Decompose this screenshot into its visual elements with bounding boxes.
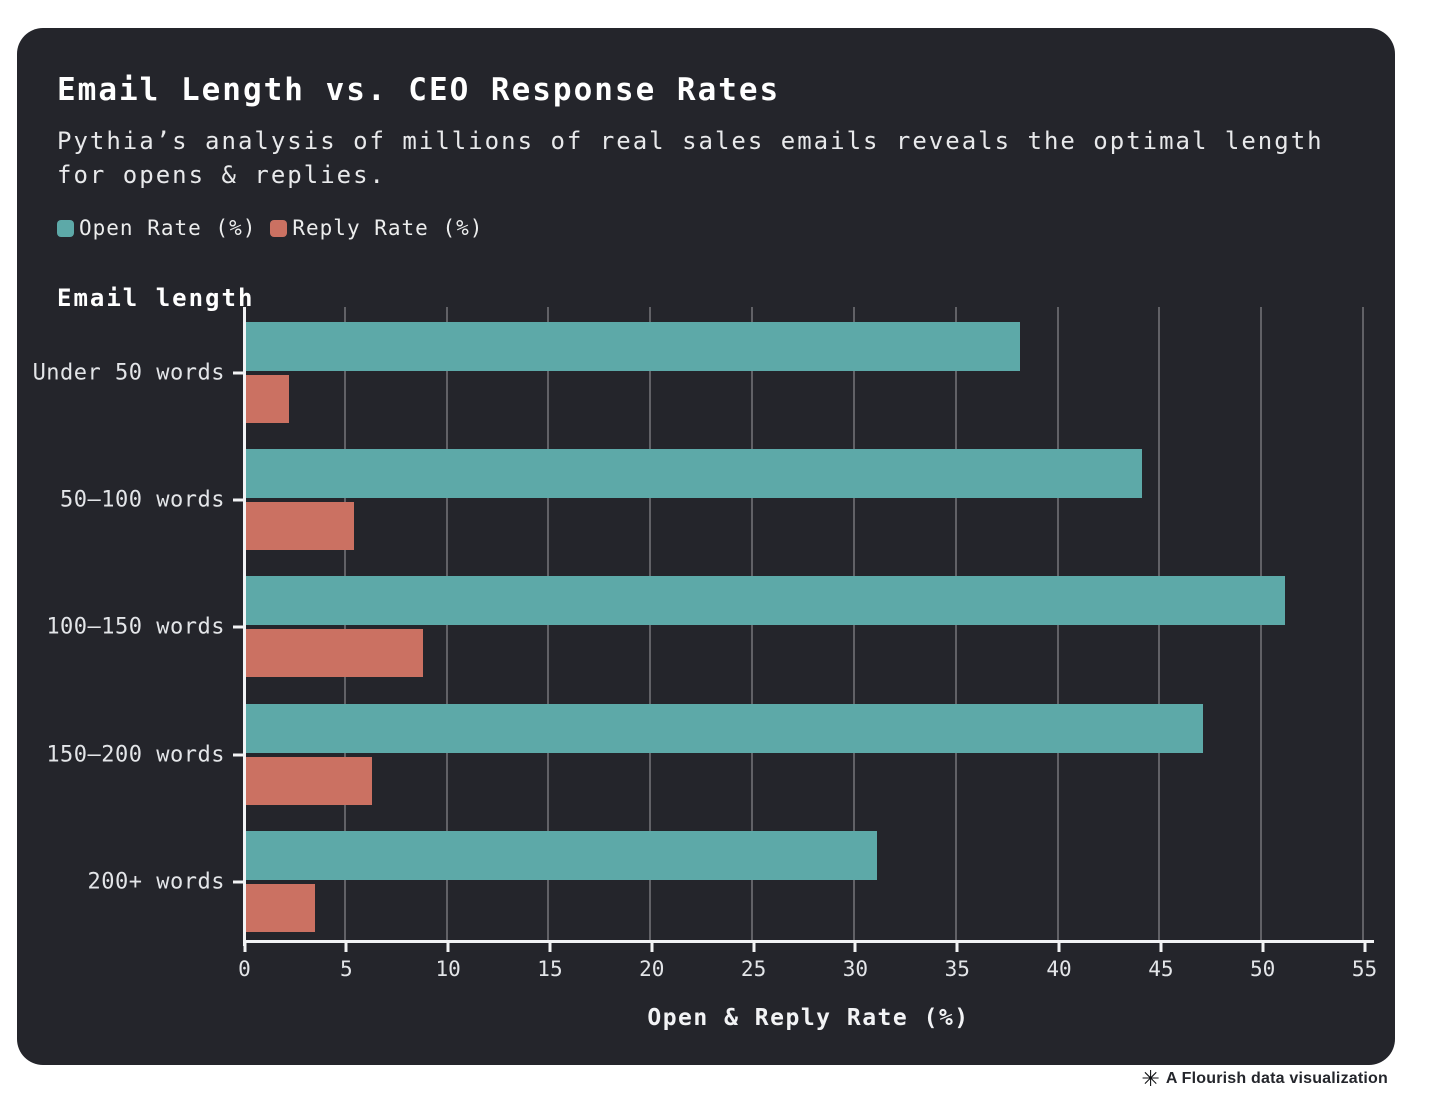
bar-reply-rate[interactable] [246,502,354,551]
category-label: 200+ words [87,869,225,895]
x-tick-label: 0 [238,957,251,981]
x-axis-title: Open & Reply Rate (%) [647,1005,970,1031]
flourish-logo-icon: ✳ [1141,1066,1160,1091]
y-axis-tick [233,371,243,375]
legend-item-open-rate[interactable]: Open Rate (%) [57,216,256,240]
x-tick-label: 40 [1046,957,1072,981]
x-axis-tick [344,943,348,952]
x-axis-tick [1159,943,1163,952]
x-tick-label: 5 [339,957,353,981]
x-tick-label: 45 [1148,957,1174,981]
bar-reply-rate[interactable] [246,756,373,805]
x-axis-tick [1261,943,1265,952]
chart-subtitle: Pythia’s analysis of millions of real sa… [57,127,1324,189]
bar-open-rate[interactable] [246,449,1142,499]
y-axis-title: Email length [57,284,255,312]
legend: Open Rate (%) Reply Rate (%) [57,216,483,240]
x-tick-label: 55 [1351,957,1378,981]
bar-reply-rate[interactable] [246,629,424,678]
legend-label: Reply Rate (%) [292,216,484,240]
bar-group: 100–150 words [46,561,1374,688]
gridline [1362,307,1364,943]
x-tick-label: 30 [842,957,869,981]
x-axis-tick [446,943,450,952]
x-axis-tick [243,943,246,952]
x-tick-label: 20 [639,957,665,981]
bar-open-rate[interactable] [246,703,1204,753]
bar-group: 150–200 words [46,689,1374,816]
x-tick-label: 15 [537,957,563,981]
bar-reply-rate[interactable] [246,375,289,423]
bar-reply-rate[interactable] [246,883,316,932]
x-axis-tick [548,943,552,952]
x-axis-tick [650,943,654,952]
category-label: Under 50 words [32,360,225,386]
chart-card: Email Length vs. CEO Response Rates Pyth… [17,28,1395,1065]
x-tick-label: 50 [1250,957,1276,981]
x-tick-label: 10 [435,957,461,981]
y-axis-tick [233,753,243,757]
x-tick-label: 25 [740,957,767,981]
x-axis-tick [752,943,756,952]
plot-area: Under 50 words 50–100 words 100–150 words 1… [33,307,1377,981]
bar-open-rate[interactable] [246,830,878,880]
y-axis-tick [233,880,243,884]
y-axis-line [243,307,246,946]
y-axis-tick [233,625,243,629]
x-axis-line [243,940,1374,943]
open-rate-swatch-icon [57,219,74,237]
x-axis-tick [1057,943,1061,952]
category-label: 150–200 words [46,742,225,768]
bar-open-rate[interactable] [246,322,1020,371]
attribution[interactable]: ✳ A Flourish data visualization [1141,1068,1388,1090]
attribution-text: A Flourish data visualization [1165,1070,1388,1087]
x-axis-tick [1363,943,1366,952]
bar-group: 50–100 words [60,434,1374,561]
x-axis-tick [853,943,857,952]
x-axis-tick [955,943,959,952]
bar-open-rate[interactable] [246,576,1285,626]
reply-rate-swatch-icon [270,219,288,237]
legend-item-reply-rate[interactable]: Reply Rate (%) [270,216,483,240]
legend-label: Open Rate (%) [79,216,257,240]
chart-title: Email Length vs. CEO Response Rates [57,72,781,108]
y-axis-tick [233,498,243,502]
bar-group: Under 50 words [33,307,1374,434]
bar-group: 200+ words [88,816,1374,943]
category-label: 100–150 words [46,614,225,640]
x-tick-label: 35 [944,957,970,981]
category-label: 50–100 words [60,487,225,513]
